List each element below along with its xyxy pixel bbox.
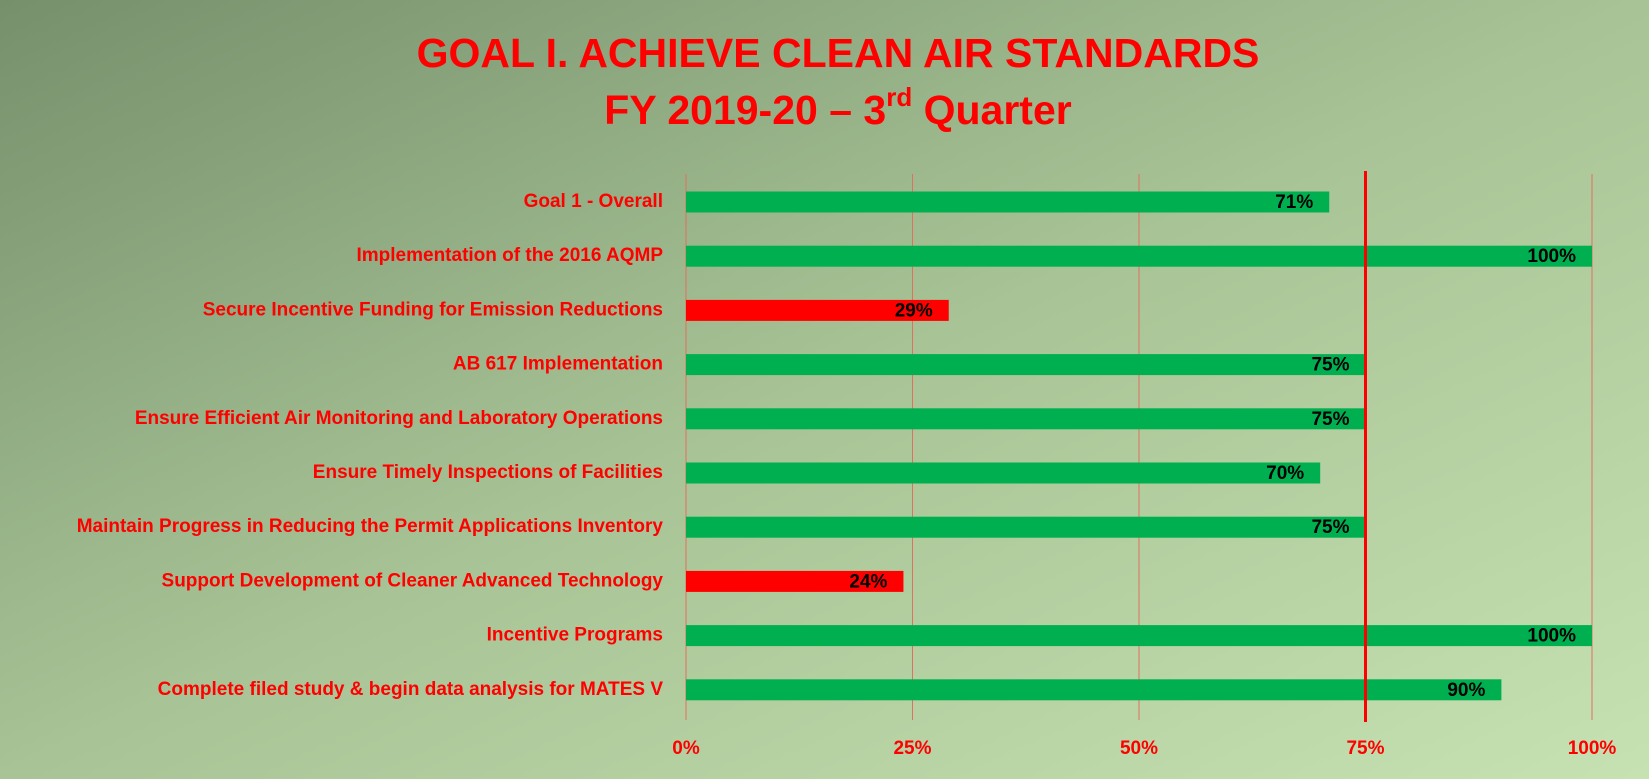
data-label: 75%: [1311, 409, 1349, 430]
subtitle-part: FY 2019-20 – 3: [604, 87, 886, 133]
bar: [686, 679, 1502, 701]
y-tick-label: Goal 1 - Overall: [524, 191, 663, 212]
y-tick-label: Incentive Programs: [487, 625, 663, 646]
y-tick-label: Maintain Progress in Reducing the Permit…: [77, 516, 664, 537]
data-label: 90%: [1447, 680, 1485, 701]
subtitle-sup: rd: [886, 82, 912, 112]
data-label: 70%: [1266, 463, 1304, 484]
bar: [686, 570, 904, 592]
bar: [686, 245, 1592, 267]
data-label: 71%: [1275, 192, 1313, 213]
data-label: 100%: [1527, 246, 1576, 267]
data-label: 75%: [1311, 355, 1349, 376]
bar: [686, 516, 1366, 538]
y-tick-label: Implementation of the 2016 AQMP: [356, 245, 663, 266]
bar: [686, 299, 949, 321]
y-tick-label: Ensure Efficient Air Monitoring and Labo…: [135, 408, 663, 429]
chart-subtitle: FY 2019-20 – 3rd Quarter: [604, 82, 1071, 133]
x-tick-label: 50%: [1120, 738, 1158, 759]
y-tick-label: AB 617 Implementation: [453, 354, 663, 375]
bar: [686, 191, 1330, 213]
data-label: 24%: [849, 571, 887, 592]
bar: [686, 462, 1321, 484]
x-tick-label: 25%: [893, 738, 931, 759]
data-label: 29%: [895, 300, 933, 321]
y-tick-label: Secure Incentive Funding for Emission Re…: [203, 299, 663, 320]
data-label: 100%: [1527, 626, 1576, 647]
chart-title: GOAL I. ACHIEVE CLEAN AIR STANDARDS: [417, 30, 1260, 76]
bar: [686, 625, 1592, 647]
x-tick-label: 75%: [1346, 738, 1384, 759]
bar: [686, 354, 1366, 376]
subtitle-part: Quarter: [912, 87, 1072, 133]
data-label: 75%: [1311, 517, 1349, 538]
x-tick-label: 0%: [672, 738, 700, 759]
x-tick-label: 100%: [1568, 738, 1617, 759]
bar: [686, 408, 1366, 430]
y-tick-label: Complete filed study & begin data analys…: [158, 679, 664, 700]
y-tick-label: Support Development of Cleaner Advanced …: [162, 570, 664, 591]
y-tick-label: Ensure Timely Inspections of Facilities: [313, 462, 663, 483]
